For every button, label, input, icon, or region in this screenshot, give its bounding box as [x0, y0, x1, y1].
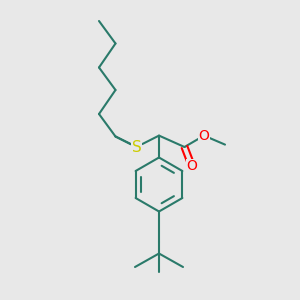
Text: O: O: [187, 160, 197, 173]
Text: S: S: [132, 140, 141, 154]
Text: O: O: [199, 129, 209, 142]
